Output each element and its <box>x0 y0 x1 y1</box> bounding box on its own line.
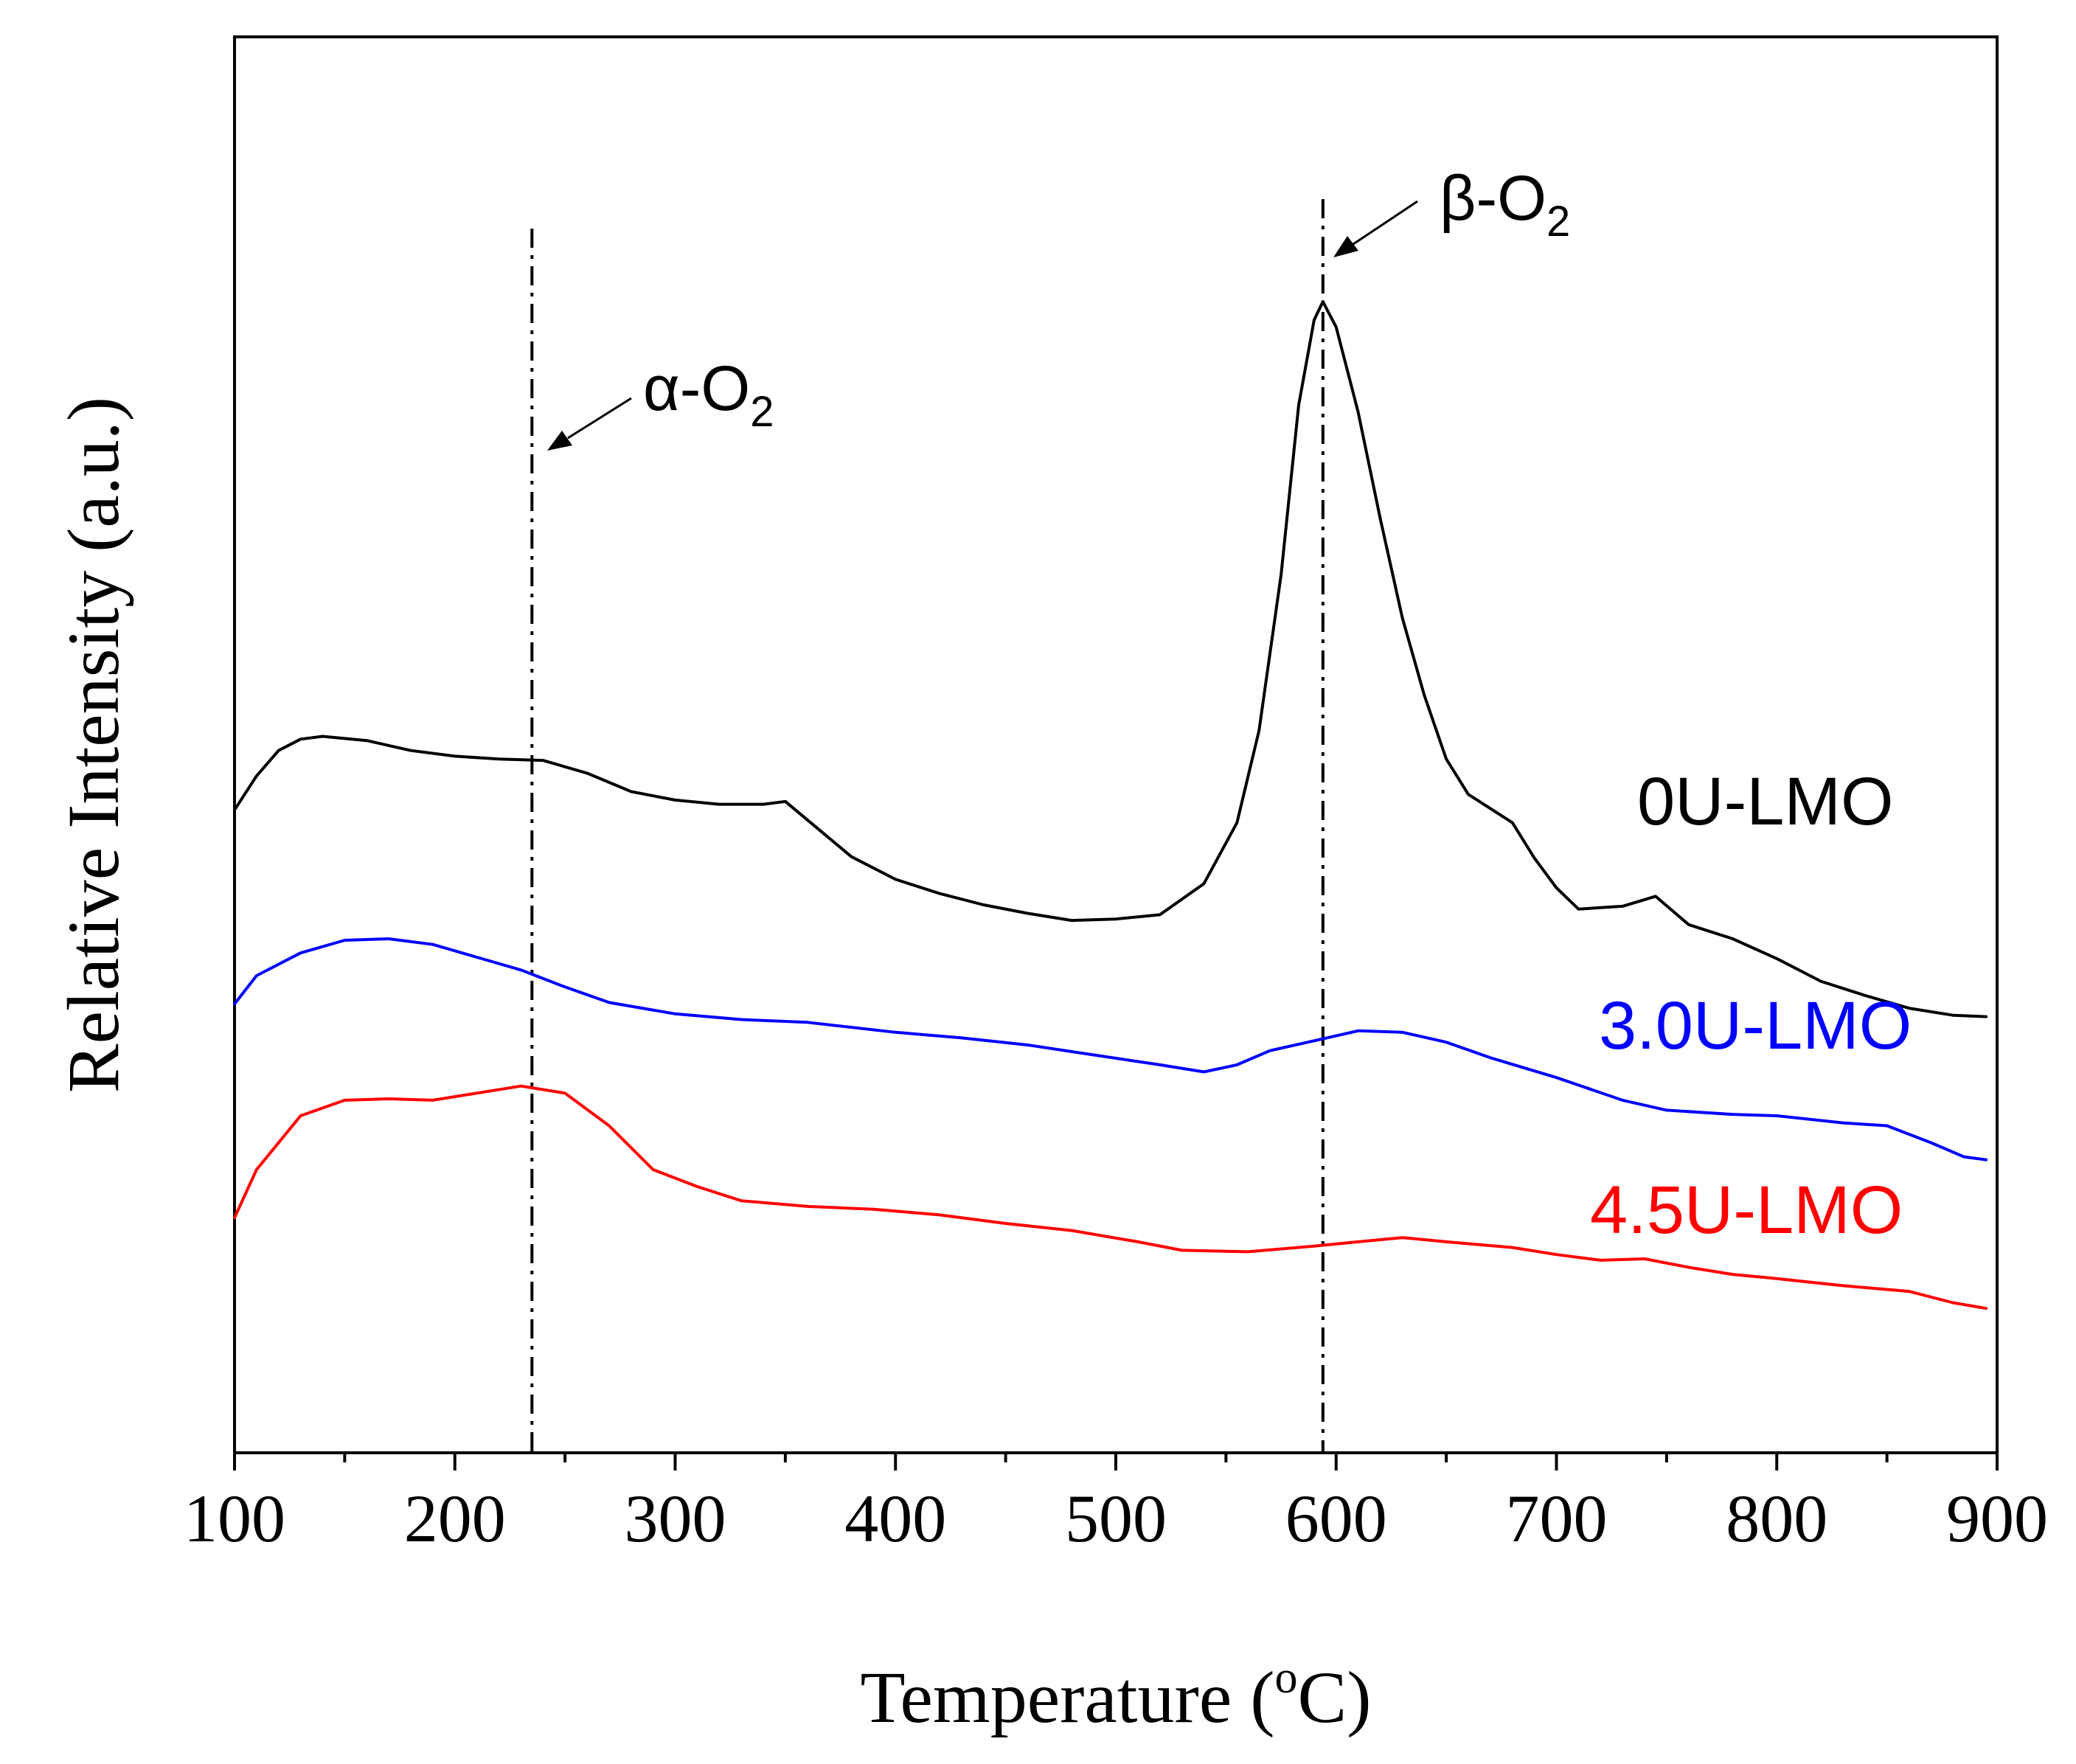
x-tick-label: 700 <box>1506 1481 1608 1556</box>
beta-o2-annotation: β-O2 <box>1333 163 1570 257</box>
beta-o2-label-main: β-O <box>1440 163 1546 234</box>
x-axis-title-main: Temperature ( <box>860 1656 1274 1738</box>
beta-o2-label: β-O2 <box>1440 163 1570 246</box>
x-tick-label: 100 <box>184 1481 285 1556</box>
alpha-arrow-head <box>547 431 572 451</box>
beta-o2-label-sub: 2 <box>1546 198 1570 246</box>
beta-arrow-head <box>1333 236 1358 257</box>
x-tick-label: 400 <box>844 1481 946 1556</box>
x-tick-label: 900 <box>1946 1481 2048 1556</box>
series-label-4-5u-lmo: 4.5U-LMO <box>1590 1173 1903 1248</box>
alpha-o2-label: α-O2 <box>643 353 774 436</box>
x-tick-label: 800 <box>1726 1481 1827 1556</box>
series-line <box>233 937 1988 1161</box>
series-line <box>233 300 1988 1018</box>
series-lines <box>233 300 1988 1310</box>
x-tick-label: 600 <box>1285 1481 1387 1556</box>
series-line <box>233 1084 1988 1310</box>
x-axis-title-sup: o <box>1275 1653 1298 1703</box>
x-tick-label: 500 <box>1065 1481 1167 1556</box>
x-axis-title-unit: C) <box>1298 1656 1372 1738</box>
alpha-arrow-shaft <box>567 397 632 440</box>
x-axis-title: Temperature (oC) <box>860 1653 1371 1738</box>
alpha-o2-label-main: α-O <box>643 353 750 424</box>
alpha-o2-label-sub: 2 <box>750 388 774 436</box>
x-axis-ticks <box>233 1453 1999 1470</box>
x-tick-label: 200 <box>404 1481 506 1556</box>
y-axis-title: Relative Intensity (a.u.) <box>52 397 134 1093</box>
series-label-0u-lmo: 0U-LMO <box>1637 764 1894 839</box>
series-label-3-0u-lmo: 3.0U-LMO <box>1599 988 1912 1063</box>
x-tick-label: 300 <box>625 1481 726 1556</box>
beta-arrow-shaft <box>1353 200 1418 246</box>
x-axis-tick-labels: 100 200 300 400 500 600 700 800 900 <box>184 1481 2048 1556</box>
alpha-o2-annotation: α-O2 <box>547 353 774 451</box>
